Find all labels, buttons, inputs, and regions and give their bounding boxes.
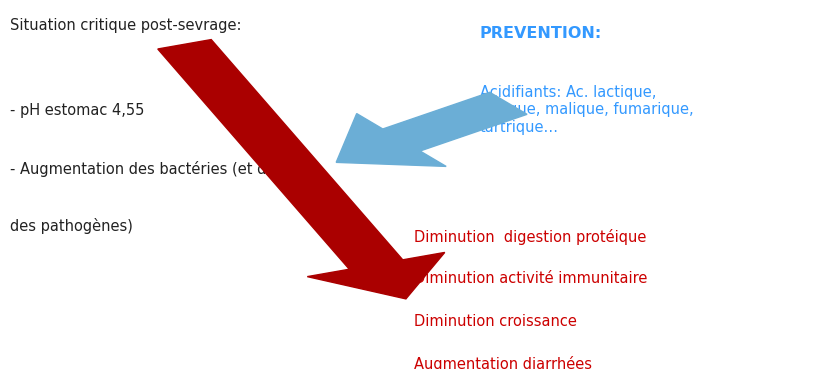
Text: PREVENTION:: PREVENTION: [479, 26, 601, 41]
Text: - pH estomac 4,55: - pH estomac 4,55 [10, 103, 144, 118]
FancyArrow shape [336, 92, 527, 166]
Text: des pathogènes): des pathogènes) [10, 218, 133, 234]
Text: Diminution croissance: Diminution croissance [414, 314, 577, 329]
Text: - Augmentation des bactéries (et donc: - Augmentation des bactéries (et donc [10, 161, 292, 176]
FancyArrow shape [157, 39, 444, 299]
Text: Diminution activité immunitaire: Diminution activité immunitaire [414, 271, 647, 286]
Text: Acidifiants: Ac. lactique,
citrique, malique, fumarique,
tartrique…: Acidifiants: Ac. lactique, citrique, mal… [479, 85, 693, 135]
Text: Situation critique post-sevrage:: Situation critique post-sevrage: [10, 18, 241, 34]
Text: Diminution  digestion protéique: Diminution digestion protéique [414, 229, 645, 245]
Text: Augmentation diarrhées: Augmentation diarrhées [414, 356, 591, 369]
